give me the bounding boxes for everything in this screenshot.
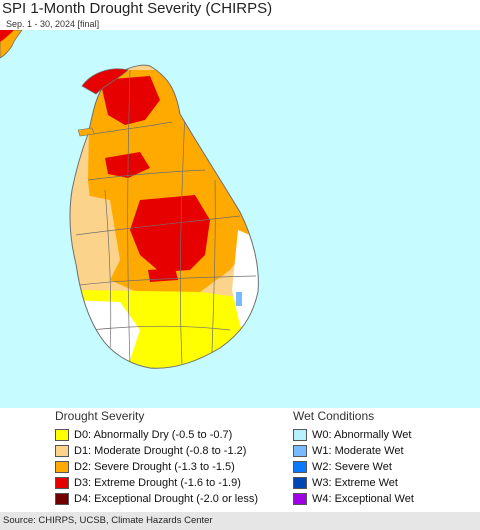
- map-subtitle: Sep. 1 - 30, 2024 [final]: [6, 19, 100, 29]
- legend-label-w4: W4: Exceptional Wet: [312, 493, 414, 505]
- mannar-island: [77, 127, 95, 137]
- swatch-w4: [293, 493, 307, 505]
- source-footer: Source: CHIRPS, UCSB, Climate Hazards Ce…: [0, 512, 480, 530]
- legend-label-d1: D1: Moderate Drought (-0.8 to -1.2): [74, 445, 247, 457]
- legend-item-d3: D3: Extreme Drought (-1.6 to -1.9): [55, 475, 241, 491]
- wet-legend-title: Wet Conditions: [293, 409, 375, 423]
- extreme-drought-patch: [105, 152, 150, 178]
- legend-item-w3: W3: Extreme Wet: [293, 475, 398, 491]
- swatch-w3: [293, 477, 307, 489]
- swatch-d1: [55, 445, 69, 457]
- legend-item-w4: W4: Exceptional Wet: [293, 491, 414, 507]
- extreme-drought-north: [100, 76, 160, 125]
- swatch-w0: [293, 429, 307, 441]
- legend-label-w0: W0: Abnormally Wet: [312, 429, 412, 441]
- legend-item-d0: D0: Abnormally Dry (-0.5 to -0.7): [55, 427, 232, 443]
- india-drought-patch: [0, 30, 14, 42]
- legend-label-d0: D0: Abnormally Dry (-0.5 to -0.7): [74, 429, 233, 441]
- swatch-d3: [55, 477, 69, 489]
- map-title: SPI 1-Month Drought Severity (CHIRPS): [2, 0, 273, 17]
- drought-legend-title: Drought Severity: [55, 409, 145, 423]
- drought-map: [0, 30, 480, 408]
- legend-item-d2: D2: Severe Drought (-1.3 to -1.5): [55, 459, 235, 475]
- swatch-d0: [55, 429, 69, 441]
- legend-item-d1: D1: Moderate Drought (-0.8 to -1.2): [55, 443, 246, 459]
- legend-panel: Drought Severity Wet Conditions D0: Abno…: [0, 408, 480, 512]
- legend-item-w1: W1: Moderate Wet: [293, 443, 404, 459]
- extreme-drought-central: [130, 195, 210, 272]
- legend-item-w2: W2: Severe Wet: [293, 459, 392, 475]
- legend-label-d3: D3: Extreme Drought (-1.6 to -1.9): [74, 477, 241, 489]
- legend-label-d4: D4: Exceptional Drought (-2.0 or less): [74, 493, 259, 505]
- legend-label-w2: W2: Severe Wet: [312, 461, 392, 473]
- swatch-w2: [293, 461, 307, 473]
- legend-item-w0: W0: Abnormally Wet: [293, 427, 411, 443]
- swatch-d4: [55, 493, 69, 505]
- legend-label-w1: W1: Moderate Wet: [312, 445, 404, 457]
- legend-label-d2: D2: Severe Drought (-1.3 to -1.5): [74, 461, 235, 473]
- legend-label-w3: W3: Extreme Wet: [312, 477, 398, 489]
- wet-patch-east: [236, 292, 242, 306]
- swatch-w1: [293, 445, 307, 457]
- legend-item-d4: D4: Exceptional Drought (-2.0 or less): [55, 491, 258, 507]
- swatch-d2: [55, 461, 69, 473]
- jaffna-peninsula: [81, 68, 129, 95]
